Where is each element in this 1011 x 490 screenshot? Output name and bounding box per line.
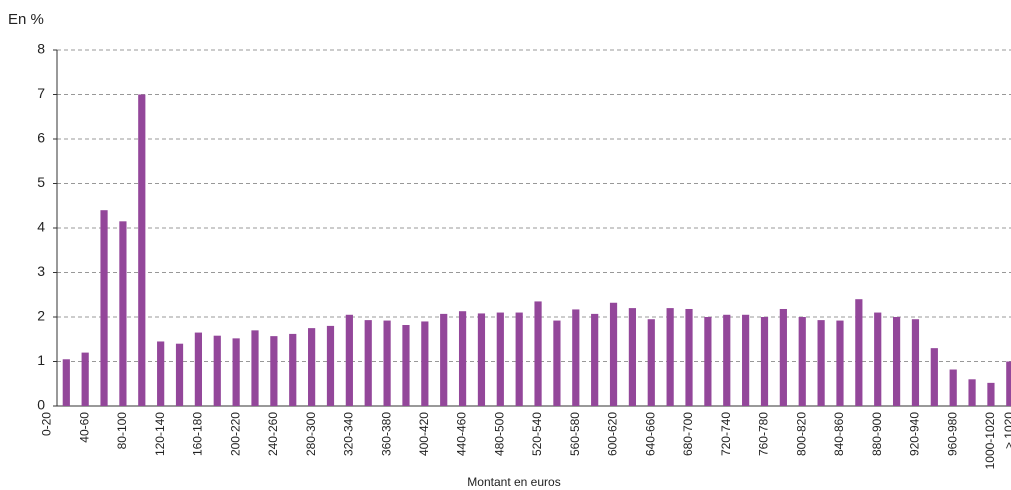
y-tick-label: 5 (37, 174, 45, 190)
x-tick-label: 440-460 (455, 412, 469, 456)
x-tick-label: 120-140 (153, 412, 167, 456)
bar (62, 359, 70, 406)
bar (289, 333, 297, 406)
x-tick-label: 800-820 (794, 412, 808, 456)
y-tick-label: 0 (37, 397, 45, 413)
x-tick-label: 360-380 (379, 412, 393, 456)
bar (798, 317, 806, 406)
x-tick-label: 720-740 (719, 412, 733, 456)
bar (458, 311, 467, 406)
x-tick-label: 0-20 (40, 412, 54, 436)
bar (175, 343, 184, 406)
y-tick-label: 8 (37, 41, 45, 57)
bar (647, 319, 655, 406)
bar (930, 348, 938, 406)
x-tick-label: 680-700 (681, 412, 695, 456)
bar (685, 308, 693, 406)
bar (81, 352, 89, 406)
bar (100, 210, 108, 406)
x-tick-label: 1000-1020 (983, 412, 997, 470)
bar (704, 317, 712, 406)
x-tick-label: 480-500 (492, 412, 506, 456)
x-tick-label: 400-420 (417, 412, 431, 456)
y-tick-label: 6 (37, 130, 45, 146)
x-tick-label: 560-580 (568, 412, 582, 456)
bar (477, 313, 486, 406)
bar (968, 379, 976, 406)
bar (138, 94, 146, 406)
x-tick-label: 160-180 (191, 412, 205, 456)
bar (440, 313, 448, 406)
x-tick-label: 920-940 (908, 412, 922, 456)
x-tick-label: 80-100 (115, 412, 129, 450)
bar (874, 312, 882, 406)
bar (496, 312, 504, 406)
bar (779, 308, 787, 406)
bar (1006, 361, 1011, 406)
y-tick-label: 7 (37, 85, 45, 101)
y-axis-label: En % (8, 11, 44, 28)
bar (609, 302, 618, 406)
bar (326, 325, 335, 406)
bar (892, 317, 901, 406)
x-tick-label: 40-60 (77, 412, 91, 443)
bar (760, 317, 769, 406)
x-axis-label: Montant en euros (467, 475, 560, 489)
y-tick-label: 3 (37, 263, 45, 279)
bar (534, 301, 542, 406)
bar (628, 308, 637, 406)
bar (402, 325, 410, 406)
x-tick-label: 200-220 (228, 412, 242, 456)
x-tick-label: 960-980 (945, 412, 959, 456)
x-tick-label: 520-540 (530, 412, 544, 456)
bar (836, 320, 844, 406)
bar (213, 335, 221, 406)
x-tick-label: 280-300 (304, 412, 318, 456)
y-tick-label: 1 (37, 352, 45, 368)
bar (742, 314, 750, 406)
bar (251, 330, 259, 406)
x-tick-label: 760-780 (757, 412, 771, 456)
x-tick-label: > 1020 (1002, 412, 1011, 449)
bar (270, 336, 278, 406)
x-tick-label: 240-260 (266, 412, 280, 456)
bar (723, 314, 731, 406)
x-tick-label: 320-340 (342, 412, 356, 456)
bar (421, 321, 429, 406)
bar (949, 369, 957, 406)
x-tick-label: 640-660 (643, 412, 657, 456)
bar (119, 221, 127, 406)
bar (194, 332, 202, 406)
bar (157, 341, 165, 406)
bar (515, 312, 523, 406)
bar (383, 320, 391, 406)
x-tick-label: 880-900 (870, 412, 884, 456)
bar (553, 320, 561, 406)
bar (911, 319, 920, 406)
bar (364, 320, 372, 406)
bar (666, 308, 674, 406)
bar (987, 382, 995, 406)
bar (572, 309, 580, 406)
x-tick-label: 840-860 (832, 412, 846, 456)
x-tick-label: 600-620 (606, 412, 620, 456)
bar (855, 299, 863, 406)
bar (308, 328, 316, 406)
bar (345, 314, 353, 406)
bar (591, 313, 599, 406)
y-tick-label: 4 (37, 219, 45, 235)
bar (232, 338, 240, 406)
y-tick-label: 2 (37, 308, 45, 324)
bar (817, 320, 825, 406)
